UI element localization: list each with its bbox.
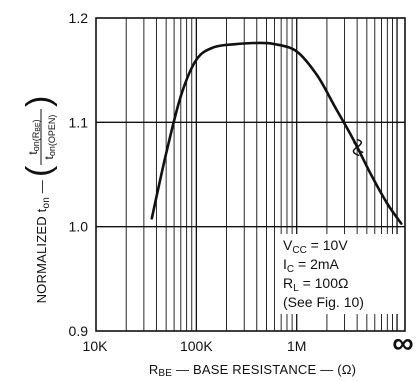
x-tick-label: 100K bbox=[180, 338, 213, 354]
y-tick-label: 0.9 bbox=[69, 323, 89, 339]
annotation-line: IC = 2mA bbox=[283, 256, 340, 275]
y-axis-title-paren-left: ( bbox=[20, 165, 58, 177]
x-tick-label: 10K bbox=[83, 338, 109, 354]
tick-labels: 0.9 1.0 1.1 1.2 10K 100K 1M ∞ bbox=[69, 10, 414, 360]
plot-frame bbox=[95, 17, 406, 332]
y-axis-title-prefix: NORMALIZED ton — bbox=[34, 180, 52, 303]
annotation-line: VCC = 10V bbox=[283, 237, 348, 256]
x-axis-title: RBE — BASE RESISTANCE — (Ω) bbox=[149, 362, 356, 379]
y-tick-label: 1.1 bbox=[69, 114, 89, 130]
y-axis-title: NORMALIZED ton — () ton(RBE)ton(OPEN) bbox=[20, 96, 58, 304]
annotation-line: RL = 100Ω bbox=[283, 275, 348, 294]
data-curve bbox=[150, 41, 403, 225]
y-axis-title-numerator: ton(RBE) bbox=[26, 119, 42, 154]
y-tick-label: 1.2 bbox=[69, 10, 89, 26]
annotation-line: (See Fig. 10) bbox=[283, 294, 364, 310]
y-axis-title-paren-right: ) bbox=[20, 96, 58, 107]
axis-break-mark bbox=[352, 138, 364, 157]
axis-titles: RBE — BASE RESISTANCE — (Ω) NORMALIZED to… bbox=[20, 96, 356, 379]
y-tick-label: 1.0 bbox=[69, 219, 89, 235]
x-tick-label: 1M bbox=[287, 338, 306, 354]
annotation-background bbox=[279, 234, 399, 314]
y-axis-title-denominator: ton(OPEN) bbox=[42, 115, 57, 160]
x-tick-label: ∞ bbox=[392, 327, 413, 360]
